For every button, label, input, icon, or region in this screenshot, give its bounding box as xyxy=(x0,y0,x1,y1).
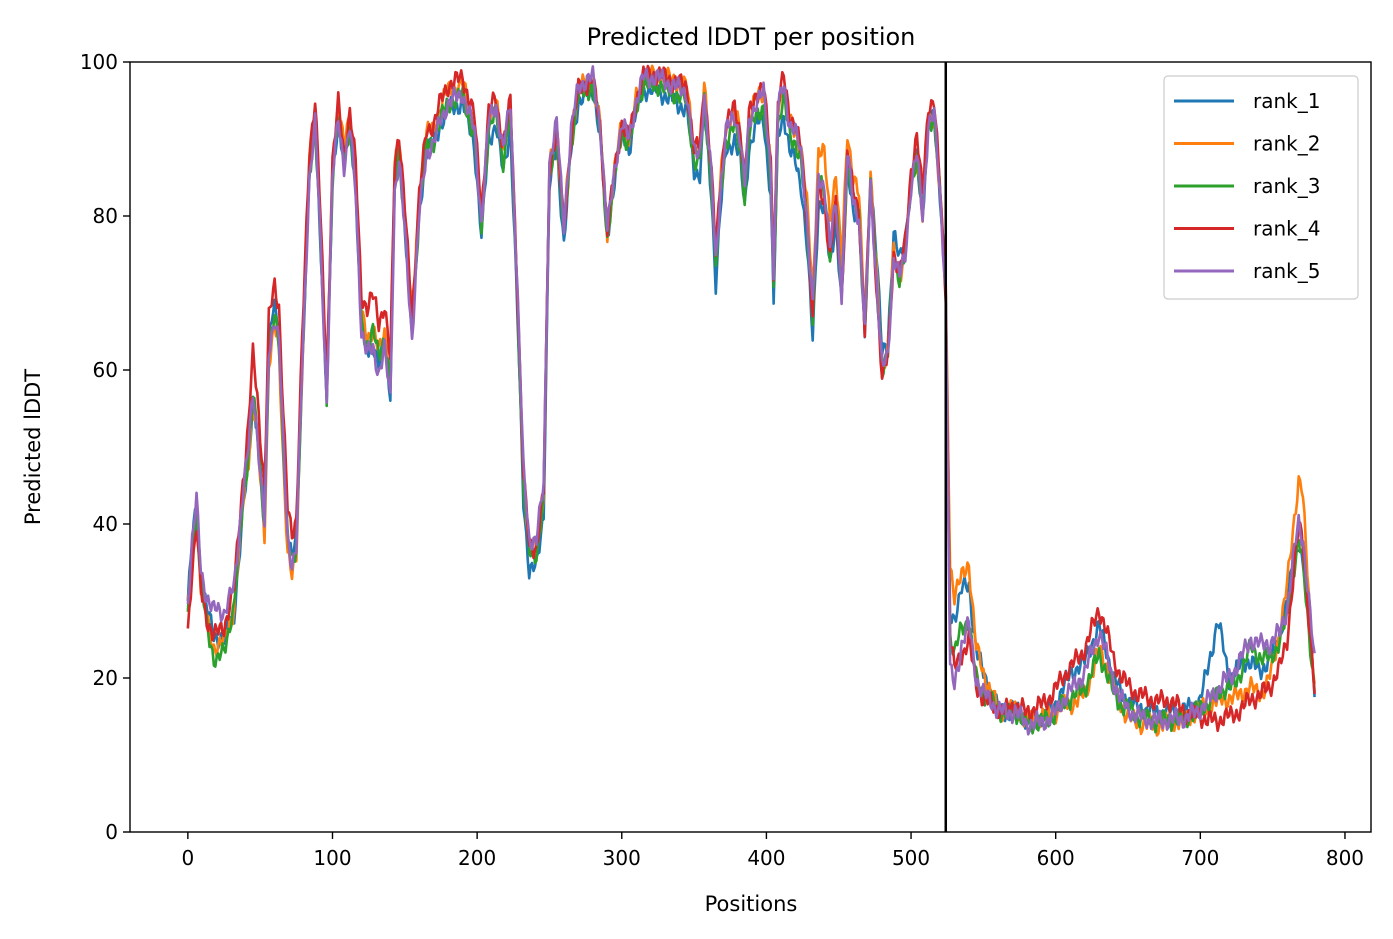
x-axis: 0 100 200 300 400 500 600 700 800 xyxy=(181,832,1364,870)
y-tick-label: 0 xyxy=(105,820,118,844)
legend-label: rank_2 xyxy=(1253,132,1320,156)
legend-label: rank_3 xyxy=(1253,174,1320,198)
x-tick-label: 700 xyxy=(1181,846,1219,870)
series-line-rank-5 xyxy=(186,65,1316,736)
y-tick-label: 60 xyxy=(93,358,118,382)
legend: rank_1 rank_2 rank_3 rank_4 rank_5 xyxy=(1163,75,1359,300)
legend-label: rank_4 xyxy=(1253,217,1320,241)
y-tick-label: 80 xyxy=(93,204,118,228)
legend-frame xyxy=(1163,75,1359,300)
y-axis-label: Predicted lDDT xyxy=(21,369,45,525)
x-tick-label: 300 xyxy=(603,846,641,870)
y-tick-label: 20 xyxy=(93,666,118,690)
chart-title: Predicted lDDT per position xyxy=(587,23,916,51)
legend-label: rank_1 xyxy=(1253,89,1320,113)
x-tick-label: 500 xyxy=(892,846,930,870)
x-tick-label: 100 xyxy=(313,846,351,870)
x-tick-label: 600 xyxy=(1037,846,1075,870)
x-tick-label: 800 xyxy=(1326,846,1364,870)
legend-label: rank_5 xyxy=(1253,259,1320,283)
series-line-rank-4 xyxy=(186,64,1316,733)
x-tick-label: 0 xyxy=(181,846,194,870)
x-tick-label: 200 xyxy=(458,846,496,870)
plot-frame xyxy=(129,61,1372,833)
y-tick-label: 100 xyxy=(80,50,118,74)
x-tick-label: 400 xyxy=(747,846,785,870)
x-axis-label: Positions xyxy=(705,892,798,916)
y-axis: 0 20 40 60 80 100 xyxy=(80,50,130,844)
y-tick-label: 40 xyxy=(93,512,118,536)
